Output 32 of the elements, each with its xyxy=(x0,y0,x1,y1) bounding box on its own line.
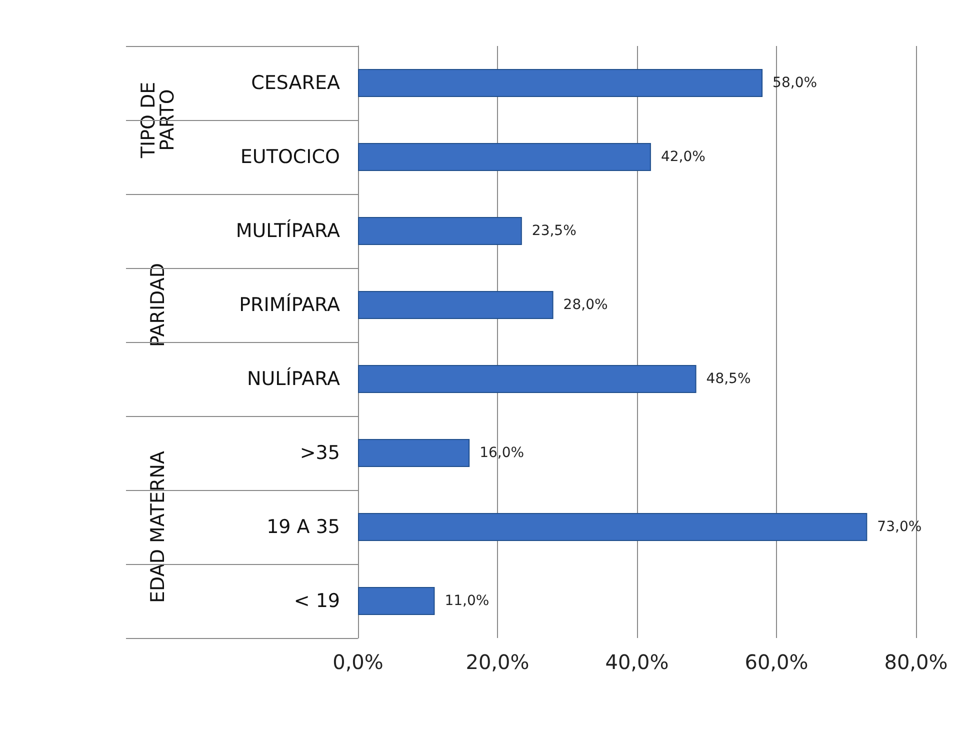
y-tick-label: MULTÍPARA xyxy=(236,219,340,242)
y-tick-label: 19 A 35 xyxy=(266,516,340,538)
bar xyxy=(358,68,763,98)
data-label: 48,5% xyxy=(706,371,751,387)
data-label: 73,0% xyxy=(877,519,922,535)
y-tick-label: < 19 xyxy=(294,590,340,612)
x-tick-label: 20,0% xyxy=(466,650,530,674)
data-label: 16,0% xyxy=(480,445,524,461)
data-label: 42,0% xyxy=(660,149,706,165)
bar xyxy=(358,290,554,320)
bar xyxy=(358,216,522,246)
y-tick-label: EUTOCICO xyxy=(240,146,340,168)
data-label: 28,0% xyxy=(563,297,608,313)
data-label: 23,5% xyxy=(532,223,576,239)
bar xyxy=(358,512,868,542)
y-tick-label: NULÍPARA xyxy=(247,367,340,390)
y-tick-label: PRIMÍPARA xyxy=(239,293,340,316)
bar xyxy=(358,364,696,394)
text: PARIDAD xyxy=(147,263,169,347)
y-tick-label: >35 xyxy=(300,442,340,464)
x-tick-label: 40,0% xyxy=(605,650,669,674)
data-label: 58,0% xyxy=(772,75,818,91)
y-tick-label: CESAREA xyxy=(251,72,340,94)
x-tick-label: 0,0% xyxy=(332,650,384,674)
data-label: 11,0% xyxy=(444,593,490,609)
text: EDAD MATERNA xyxy=(147,451,169,603)
bar xyxy=(358,586,435,616)
x-tick-label: 80,0% xyxy=(884,650,948,674)
bar xyxy=(358,438,470,468)
x-tick-label: 60,0% xyxy=(744,650,808,674)
bar xyxy=(358,142,651,172)
text: TIPO DE PARTO xyxy=(138,82,178,160)
